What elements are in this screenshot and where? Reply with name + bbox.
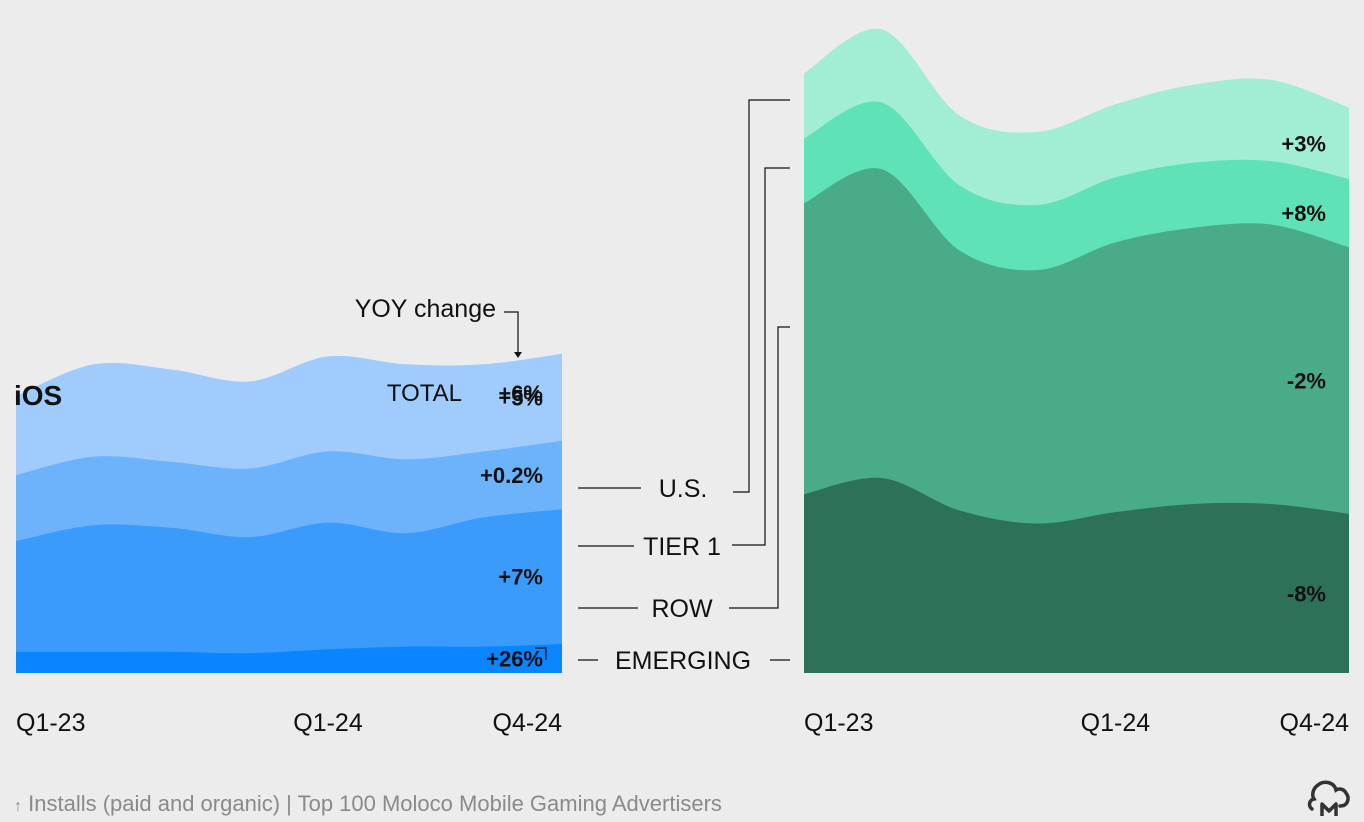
right-area-row <box>804 477 1349 673</box>
segment-legend: U.S. TIER 1 ROW EMERGING <box>535 99 790 675</box>
total-yoy-value: +6% <box>498 381 543 406</box>
ios-yoy-label: +0.2% <box>480 463 543 488</box>
down-arrow-icon <box>514 352 522 358</box>
ios-x-tick-label: Q1-24 <box>293 709 363 737</box>
platform-title: iOS <box>14 380 62 411</box>
right-yoy-labels: -8% -2% +8% +3% <box>1281 131 1326 606</box>
ios-yoy-label: +26% <box>486 647 543 672</box>
emerging-pointer-line <box>535 647 547 660</box>
ios-yoy-label: +7% <box>498 565 543 590</box>
ios-x-tick-label: Q4-24 <box>493 709 563 737</box>
segment-label-emerging: EMERGING <box>615 647 751 675</box>
ios-x-axis-ticks: Q1-23 Q1-24 Q4-24 <box>16 709 562 737</box>
ios-stacked-area-chart: +26% +7% +0.2% +5% Q1-23 Q1-24 Q4-24 <box>16 353 562 737</box>
up-arrow-icon: ↑ <box>14 798 22 815</box>
right-yoy-label: +8% <box>1281 201 1326 226</box>
chart-footnote: ↑ Installs (paid and organic) | Top 100 … <box>14 791 722 817</box>
ios-area-emerging <box>16 644 562 673</box>
yoy-change-label: YOY change <box>355 295 496 323</box>
ios-x-tick-label: Q1-23 <box>16 709 85 737</box>
right-area-series <box>804 28 1349 674</box>
us-connector-line <box>733 99 790 493</box>
right-yoy-label: -2% <box>1287 369 1326 394</box>
segment-label-row: ROW <box>651 595 713 623</box>
right-stacked-area-chart: -8% -2% +8% +3% Q1-23 Q1-24 Q4-24 <box>804 28 1349 737</box>
total-label: TOTAL <box>387 380 462 407</box>
right-yoy-label: +3% <box>1281 131 1326 156</box>
row-connector-line <box>729 326 790 609</box>
ios-yoy-labels: +26% +7% +0.2% +5% <box>480 385 543 671</box>
footnote-text: Installs (paid and organic) | Top 100 Mo… <box>28 791 722 816</box>
ios-yoy-label: +5% <box>498 385 543 410</box>
moloco-cm-logo-icon <box>1307 780 1350 816</box>
tier1-connector-line <box>732 167 790 546</box>
ios-area-row <box>16 509 562 673</box>
right-x-tick-label: Q1-24 <box>1081 709 1151 737</box>
yoy-pointer-line <box>504 311 519 354</box>
segment-label-tier1: TIER 1 <box>643 533 721 561</box>
ios-area-series <box>16 353 562 673</box>
segment-label-us: U.S. <box>659 475 708 503</box>
right-x-tick-label: Q4-24 <box>1280 709 1350 737</box>
right-yoy-label: -8% <box>1287 581 1326 606</box>
right-x-tick-label: Q1-23 <box>804 709 873 737</box>
right-x-axis-ticks: Q1-23 Q1-24 Q4-24 <box>804 709 1349 737</box>
